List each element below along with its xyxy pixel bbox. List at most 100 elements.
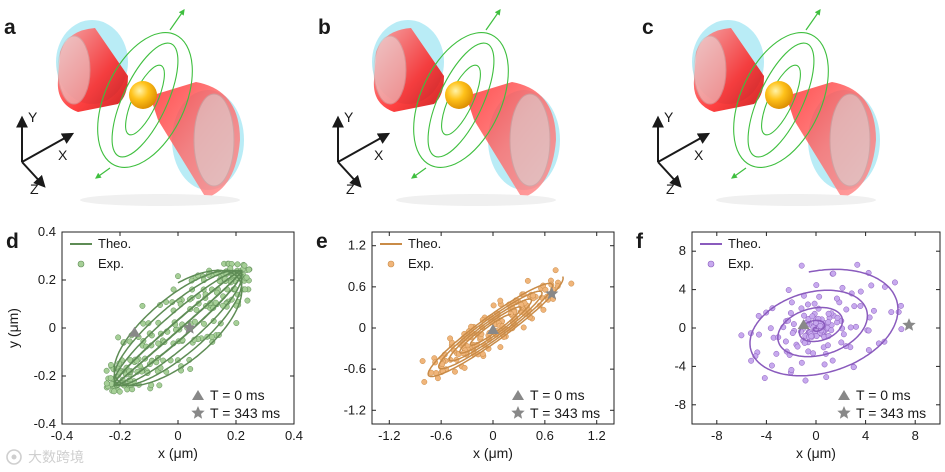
x-axis-title: x (μm) <box>796 445 836 461</box>
exp-point <box>898 326 905 333</box>
x-tick-label: -0.2 <box>109 428 131 443</box>
exp-point <box>756 331 762 338</box>
exp-point <box>865 347 872 354</box>
exp-point <box>103 380 110 387</box>
y-tick-label: 0.2 <box>38 272 56 287</box>
trapped-particle <box>765 81 793 109</box>
legend-theory-label: Theo. <box>98 236 131 251</box>
exp-point <box>805 348 812 355</box>
legend-start-swatch <box>838 390 850 400</box>
legend-start-label: T = 0 ms <box>530 387 585 403</box>
exp-point <box>103 367 110 374</box>
exp-point <box>540 306 547 313</box>
exp-point <box>788 366 795 373</box>
exp-point <box>828 327 835 334</box>
exp-point <box>839 284 846 291</box>
y-tick-label: -4 <box>674 358 686 373</box>
exp-point <box>107 375 114 382</box>
x-axis-title: x (μm) <box>158 445 198 461</box>
y-tick-label: -0.4 <box>34 416 56 431</box>
z-axis-label: Z <box>666 181 675 197</box>
trapped-particle <box>445 81 473 109</box>
x-tick-label: -0.6 <box>430 428 452 443</box>
illustration-panel-c: c Y X Z <box>642 9 880 206</box>
theory-line <box>112 269 243 387</box>
y-tick-label: -1.2 <box>344 402 366 417</box>
x-tick-label: 4 <box>862 428 869 443</box>
x-axis-arrow <box>337 132 391 163</box>
exp-point <box>825 319 832 326</box>
exp-point <box>817 323 824 329</box>
end-marker <box>902 318 916 331</box>
exp-point <box>801 312 808 319</box>
exp-point <box>847 324 854 331</box>
x-tick-label: 0 <box>174 428 181 443</box>
z-axis-label: Z <box>346 181 355 197</box>
exp-point <box>170 286 177 293</box>
exp-point <box>497 297 504 304</box>
x-tick-label: 0.2 <box>227 428 245 443</box>
exp-point <box>888 309 895 316</box>
y-tick-label: 0.4 <box>38 224 56 239</box>
theory-line <box>749 268 899 377</box>
exp-point <box>787 310 794 316</box>
x-tick-label: 0 <box>812 428 819 443</box>
left-beam-face <box>693 35 727 105</box>
exp-point <box>785 317 792 324</box>
exp-point <box>111 388 118 395</box>
y-tick-label: -0.2 <box>34 368 56 383</box>
exp-point <box>798 262 805 269</box>
exp-point <box>243 274 250 281</box>
exp-point <box>851 303 858 310</box>
exp-point <box>816 293 823 300</box>
exp-point <box>447 335 454 342</box>
legend-end-label: T = 343 ms <box>210 405 280 421</box>
exp-point <box>108 361 114 368</box>
exp-point <box>829 357 836 364</box>
legend-start-label: T = 0 ms <box>210 387 265 403</box>
exp-point <box>115 334 122 341</box>
plot-area <box>103 260 253 395</box>
right-beam-face <box>193 93 235 187</box>
exp-point <box>208 334 215 340</box>
exp-point <box>524 277 531 284</box>
exp-point <box>790 321 797 328</box>
exp-point <box>788 299 795 306</box>
legend-theory-label: Theo. <box>728 236 761 251</box>
exp-point <box>490 302 497 309</box>
y-tick-label: 0 <box>359 320 366 335</box>
y-tick-label: 8 <box>679 243 686 258</box>
exp-point <box>868 282 875 289</box>
shadow <box>80 194 240 206</box>
legend-end-label: T = 343 ms <box>530 405 600 421</box>
exp-point <box>193 306 200 313</box>
trapped-particle <box>129 81 157 109</box>
x-axis-arrow <box>21 132 75 163</box>
exp-point <box>234 261 241 268</box>
legend-start-swatch <box>192 390 204 400</box>
orbit-ring <box>111 42 179 158</box>
exp-point <box>898 302 904 309</box>
x-axis-arrow <box>657 132 711 163</box>
exp-point <box>245 266 252 273</box>
exp-point <box>798 359 805 366</box>
start-marker <box>797 319 810 330</box>
end-marker <box>545 286 559 300</box>
x-tick-label: 1.2 <box>588 428 606 443</box>
exp-point <box>823 374 830 381</box>
exp-point <box>804 301 811 308</box>
orbit-ring <box>97 32 193 168</box>
illustration-panel-a: a Y X Z <box>4 9 244 206</box>
start-marker <box>128 326 141 337</box>
legend-end-swatch <box>837 406 851 419</box>
exp-point <box>843 306 850 313</box>
panel-label-b: b <box>318 16 331 39</box>
left-beam-face <box>373 35 407 105</box>
x-tick-label: -8 <box>711 428 723 443</box>
exp-point <box>853 323 859 330</box>
x-tick-label: 8 <box>912 428 919 443</box>
start-marker <box>487 324 499 335</box>
exp-point <box>568 280 575 287</box>
z-axis-arrow <box>337 161 362 188</box>
exp-point <box>811 300 818 307</box>
